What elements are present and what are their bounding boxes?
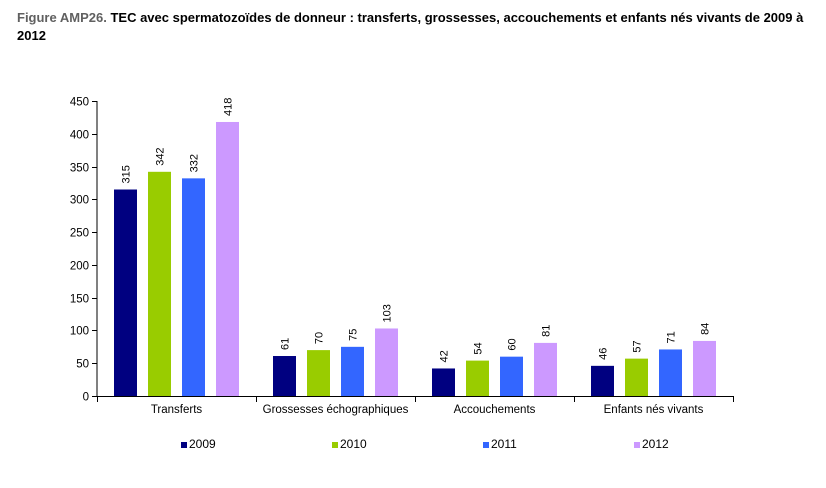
y-tick-label: 200: [70, 261, 89, 273]
y-tick-label: 50: [76, 359, 89, 371]
bar: [114, 189, 137, 396]
bar: [148, 171, 171, 396]
bar: [693, 340, 716, 396]
bar: [307, 350, 330, 396]
data-label: 42: [439, 350, 451, 362]
data-label: 84: [700, 323, 712, 335]
x-tick-label: Transferts: [151, 404, 203, 416]
data-label: 418: [223, 98, 235, 116]
bar-series: 315 342 332 418 61 70 75 103 42 54 60 81 46 57 71 84: [114, 98, 716, 396]
data-label: 75: [348, 329, 360, 341]
y-tick-label: 300: [70, 195, 89, 207]
bar: [432, 368, 455, 396]
y-tick-label: 450: [70, 97, 89, 109]
bar: [182, 178, 205, 396]
y-tick-label: 400: [70, 130, 89, 142]
bar: [466, 360, 489, 396]
bar: [341, 346, 364, 396]
figure-label: Figure AMP26.: [17, 10, 107, 25]
data-label: 61: [280, 338, 292, 350]
legend-swatch: [332, 442, 338, 448]
data-label: 60: [507, 338, 519, 350]
data-label: 71: [666, 331, 678, 343]
y-tick-label: 150: [70, 294, 89, 306]
data-label: 54: [473, 342, 485, 354]
bar: [534, 342, 557, 396]
data-label: 103: [382, 304, 394, 322]
bar: [659, 349, 682, 396]
data-label: 70: [314, 332, 326, 344]
legend: 2009 2010 2011 2012: [181, 437, 669, 451]
bar: [273, 356, 296, 396]
x-axis: Transferts Grossesses échographiques Accou…: [97, 396, 734, 416]
data-label: 46: [598, 348, 610, 360]
figure-title: Figure AMP26. TEC avec spermatozoïdes de…: [17, 9, 817, 45]
y-tick-label: 0: [83, 392, 89, 404]
x-tick-label: Accouchements: [454, 404, 536, 416]
data-label: 332: [189, 154, 201, 172]
legend-swatch: [634, 442, 640, 448]
bar: [500, 356, 523, 396]
bar: [375, 328, 398, 396]
legend-label: 2011: [491, 437, 517, 451]
data-label: 315: [121, 165, 133, 183]
bar: [216, 121, 239, 396]
y-axis: 0 50 100 150 200 250 300 350 400 450: [70, 97, 98, 404]
y-tick-label: 100: [70, 326, 89, 338]
x-tick-label: Grossesses échographiques: [263, 404, 409, 416]
figure-title-text: TEC avec spermatozoïdes de donneur : tra…: [17, 10, 804, 43]
legend-label: 2012: [642, 437, 669, 451]
legend-swatch: [483, 442, 489, 448]
legend-label: 2009: [189, 437, 216, 451]
legend-label: 2010: [340, 437, 367, 451]
x-tick-label: Enfants nés vivants: [604, 404, 704, 416]
y-tick-label: 250: [70, 228, 89, 240]
bar: [625, 358, 648, 396]
data-label: 57: [632, 340, 644, 352]
data-label: 81: [541, 325, 553, 337]
data-label: 342: [155, 147, 167, 165]
legend-swatch: [181, 442, 187, 448]
y-tick-label: 350: [70, 163, 89, 175]
bar: [591, 365, 614, 396]
